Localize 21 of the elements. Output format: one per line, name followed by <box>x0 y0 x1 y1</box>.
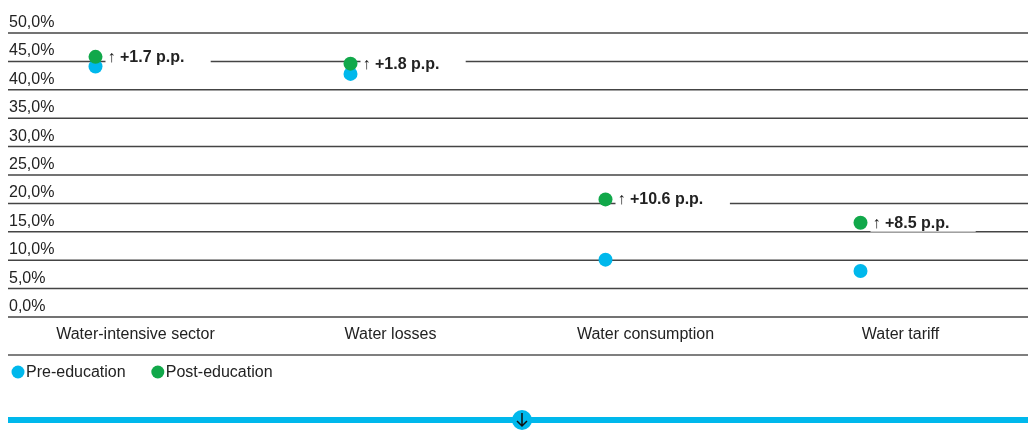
x-tick-label: Water consumption <box>576 325 715 342</box>
y-tick-label: 15,0% <box>9 211 55 229</box>
x-tick-label: Water-intensive sector <box>56 325 216 342</box>
annotation: ↑ +8.5 p.p. <box>872 213 950 231</box>
annotation: ↑ +10.6 p.p. <box>617 190 704 208</box>
y-tick-label: 20,0% <box>9 183 55 201</box>
y-tick-label: 0,0% <box>9 297 46 314</box>
y-tick-label: 5,0% <box>9 268 46 286</box>
x-tick-label: Water tariff <box>861 325 940 342</box>
y-tick-label: 45,0% <box>9 41 55 59</box>
y-tick-label: 35,0% <box>9 98 55 116</box>
y-tick-label: 40,0% <box>9 69 55 87</box>
y-tick-label: 30,0% <box>9 126 55 144</box>
y-tick-label: 50,0% <box>9 13 55 30</box>
annotation: ↑ +1.8 p.p. <box>362 54 440 72</box>
x-tick-label: Water losses <box>344 325 437 342</box>
annotation: ↑ +1.7 p.p. <box>107 47 185 65</box>
legend-label: Pre-education <box>26 363 126 380</box>
y-tick-label: 10,0% <box>9 240 55 258</box>
legend-label: Post-education <box>165 363 273 380</box>
y-tick-label: 25,0% <box>9 155 55 172</box>
